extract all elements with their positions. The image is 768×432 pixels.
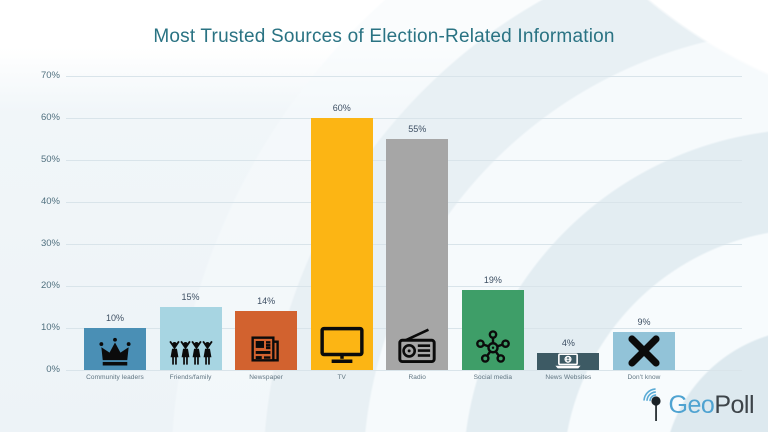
x-axis-category-label: Don't know (627, 374, 661, 381)
people-icon (168, 340, 213, 366)
bar-radio (386, 139, 449, 370)
y-axis-tick-label: 30% (40, 238, 60, 249)
logo-wordmark: GeoPoll (668, 387, 755, 423)
x-mark-icon (627, 334, 661, 368)
bar-value-label: 60% (332, 103, 351, 113)
bar-friends-family (159, 307, 222, 370)
y-axis-tick-label: 60% (40, 112, 60, 123)
x-axis-category-label: TV (337, 374, 346, 381)
y-axis-tick-label: 20% (40, 280, 60, 291)
geopoll-logo: GeoPoll (640, 387, 754, 428)
tv-icon (319, 326, 365, 364)
x-axis-category-label: Radio (408, 374, 426, 381)
laptop-globe-icon (551, 353, 585, 369)
bar-community-leaders (84, 328, 146, 370)
x-axis-category-label: Friends/family (169, 374, 212, 381)
y-axis-tick-label: 40% (40, 196, 60, 207)
logo-text-geo: Geo (668, 391, 715, 419)
bar-value-label: 55% (408, 124, 427, 134)
bar-don-t-know (612, 332, 675, 370)
bar-tv (310, 118, 373, 370)
bar-news-websites (537, 353, 600, 370)
geopoll-pin-icon (640, 387, 670, 428)
social-network-icon (475, 329, 511, 365)
gridline (66, 118, 742, 119)
x-axis-category-label: News Websites (545, 374, 592, 381)
logo-text-poll: Poll (714, 391, 754, 419)
x-axis-category-label: Social media (473, 374, 513, 381)
x-axis-category-label: Community leaders (86, 374, 144, 381)
bar-value-label: 14% (257, 296, 276, 307)
gridline (66, 370, 742, 371)
bar-value-label: 4% (561, 338, 575, 349)
bar-value-label: 15% (181, 292, 200, 302)
y-axis-tick-label: 10% (40, 322, 60, 333)
newspaper-icon (250, 333, 282, 365)
radio-icon (397, 328, 437, 364)
crown-icon (98, 337, 132, 367)
bar-social-media (461, 290, 524, 370)
bar-value-label: 10% (105, 313, 124, 323)
gridline (66, 76, 742, 77)
y-axis-tick-label: 50% (40, 154, 60, 165)
bar-value-label: 9% (637, 317, 651, 328)
bar-value-label: 19% (483, 275, 502, 286)
y-axis-tick-label: 70% (40, 70, 60, 81)
y-axis-tick-label: 0% (46, 364, 60, 375)
chart-title: Most Trusted Sources of Election-Related… (153, 26, 615, 47)
x-axis-category-label: Newspaper (249, 374, 284, 381)
bar-newspaper (235, 311, 298, 370)
